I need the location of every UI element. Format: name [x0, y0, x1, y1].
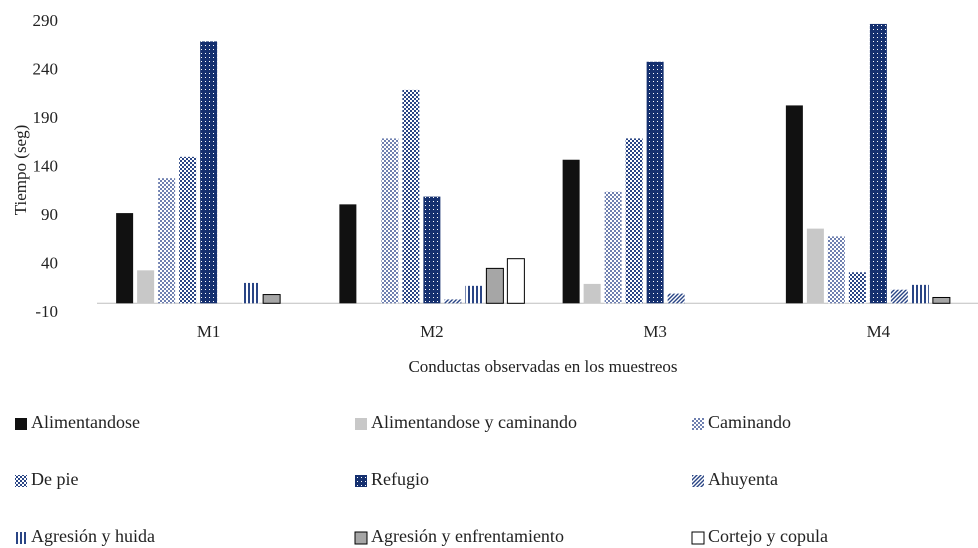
bar — [827, 236, 845, 304]
y-tick-label: 240 — [33, 59, 59, 78]
x-tick-label: M4 — [867, 322, 891, 341]
bar — [465, 285, 483, 304]
legend-label: Agresión y enfrentamiento — [371, 526, 564, 546]
bar — [381, 138, 399, 304]
bar — [339, 204, 357, 304]
legend-label: Alimentandose y caminando — [371, 412, 577, 432]
legend-label: Ahuyenta — [708, 469, 778, 489]
bar — [848, 272, 866, 304]
x-tick-label: M3 — [643, 322, 667, 341]
bar — [242, 282, 260, 304]
legend-marker — [355, 475, 367, 487]
legend-label: Alimentandose — [31, 412, 140, 432]
x-axis-title: Conductas observadas en los muestreos — [408, 357, 677, 376]
bar — [604, 191, 622, 304]
legend-label: Caminando — [708, 412, 791, 432]
bar — [262, 294, 281, 304]
bar — [116, 213, 134, 304]
legend-marker — [354, 531, 368, 545]
bar — [423, 196, 441, 304]
legend-marker — [15, 475, 27, 487]
legend-label: De pie — [31, 469, 78, 489]
bar — [137, 270, 155, 304]
bar — [932, 296, 951, 304]
bar — [485, 267, 504, 304]
bar — [667, 293, 685, 304]
legend-marker — [15, 418, 27, 430]
bar — [402, 89, 420, 304]
legend-label: Refugio — [371, 469, 429, 489]
y-tick-label: 90 — [41, 205, 58, 224]
bar — [179, 156, 197, 304]
bar — [200, 41, 218, 304]
bar — [646, 61, 664, 304]
y-axis-title: Tiempo (seg) — [11, 125, 30, 216]
y-tick-label: 190 — [33, 108, 59, 127]
bar — [562, 159, 580, 304]
legend-marker — [692, 475, 704, 487]
x-tick-label: M2 — [420, 322, 444, 341]
y-tick-label: 290 — [33, 11, 59, 30]
y-tick-label: 140 — [33, 156, 59, 175]
bar — [869, 23, 887, 304]
bar — [806, 228, 824, 304]
bar — [583, 283, 601, 304]
y-tick-label: 40 — [41, 253, 58, 272]
bar — [506, 258, 525, 304]
x-tick-label: M1 — [197, 322, 221, 341]
bar — [785, 105, 803, 304]
bar — [890, 289, 908, 304]
bar — [625, 138, 643, 304]
bar — [444, 299, 462, 304]
legend-marker — [15, 532, 27, 544]
y-tick-label: -10 — [35, 302, 58, 321]
legend-label: Agresión y huida — [31, 526, 155, 546]
bar — [911, 284, 929, 304]
bar — [158, 178, 176, 304]
legend-label: Cortejo y copula — [708, 526, 828, 546]
legend-marker — [691, 531, 705, 545]
legend-marker — [355, 418, 367, 430]
legend-marker — [692, 418, 704, 430]
legend: Alimentandose Alimentandose y caminando Ca… — [15, 412, 828, 546]
